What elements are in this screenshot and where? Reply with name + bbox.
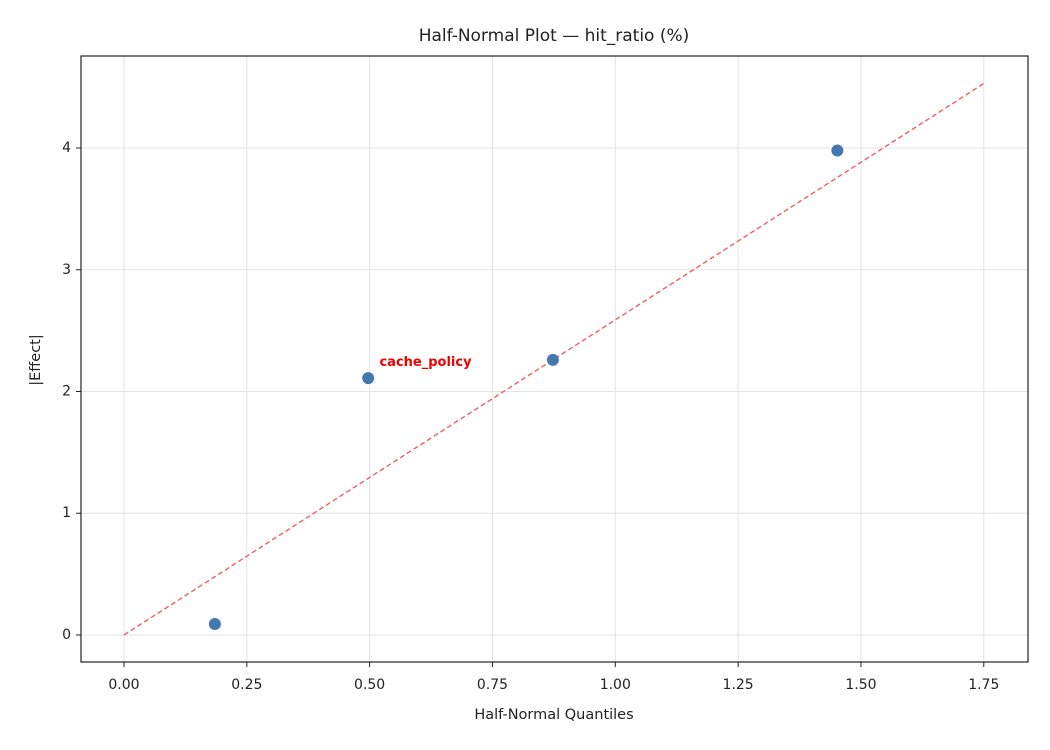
annotation: cache_policy — [379, 355, 472, 370]
data-point — [831, 144, 844, 157]
reference-line — [123, 82, 985, 636]
x-tick-label: 0.75 — [477, 677, 508, 693]
x-tick-label: 1.00 — [600, 677, 631, 693]
x-tick-label: 0.50 — [354, 677, 385, 693]
y-tick-label: 2 — [62, 384, 71, 400]
y-tick-label: 3 — [62, 262, 71, 278]
x-tick-label: 1.25 — [723, 677, 754, 693]
x-tick-label: 0.25 — [231, 677, 262, 693]
x-tick-label: 0.00 — [108, 677, 139, 693]
y-axis-label: |Effect| — [28, 334, 44, 386]
x-tick-label: 1.75 — [968, 677, 999, 693]
x-tick-label: 1.50 — [845, 677, 876, 693]
data-point — [362, 372, 375, 385]
plot-frame — [80, 55, 1029, 663]
y-tick-label: 0 — [62, 627, 71, 643]
y-tick-label: 1 — [62, 505, 71, 521]
chart-title: Half-Normal Plot — hit_ratio (%) — [419, 26, 690, 46]
x-axis-label: Half-Normal Quantiles — [474, 707, 633, 723]
data-point — [208, 618, 221, 631]
y-tick-label: 4 — [62, 140, 71, 156]
data-point — [546, 353, 559, 366]
